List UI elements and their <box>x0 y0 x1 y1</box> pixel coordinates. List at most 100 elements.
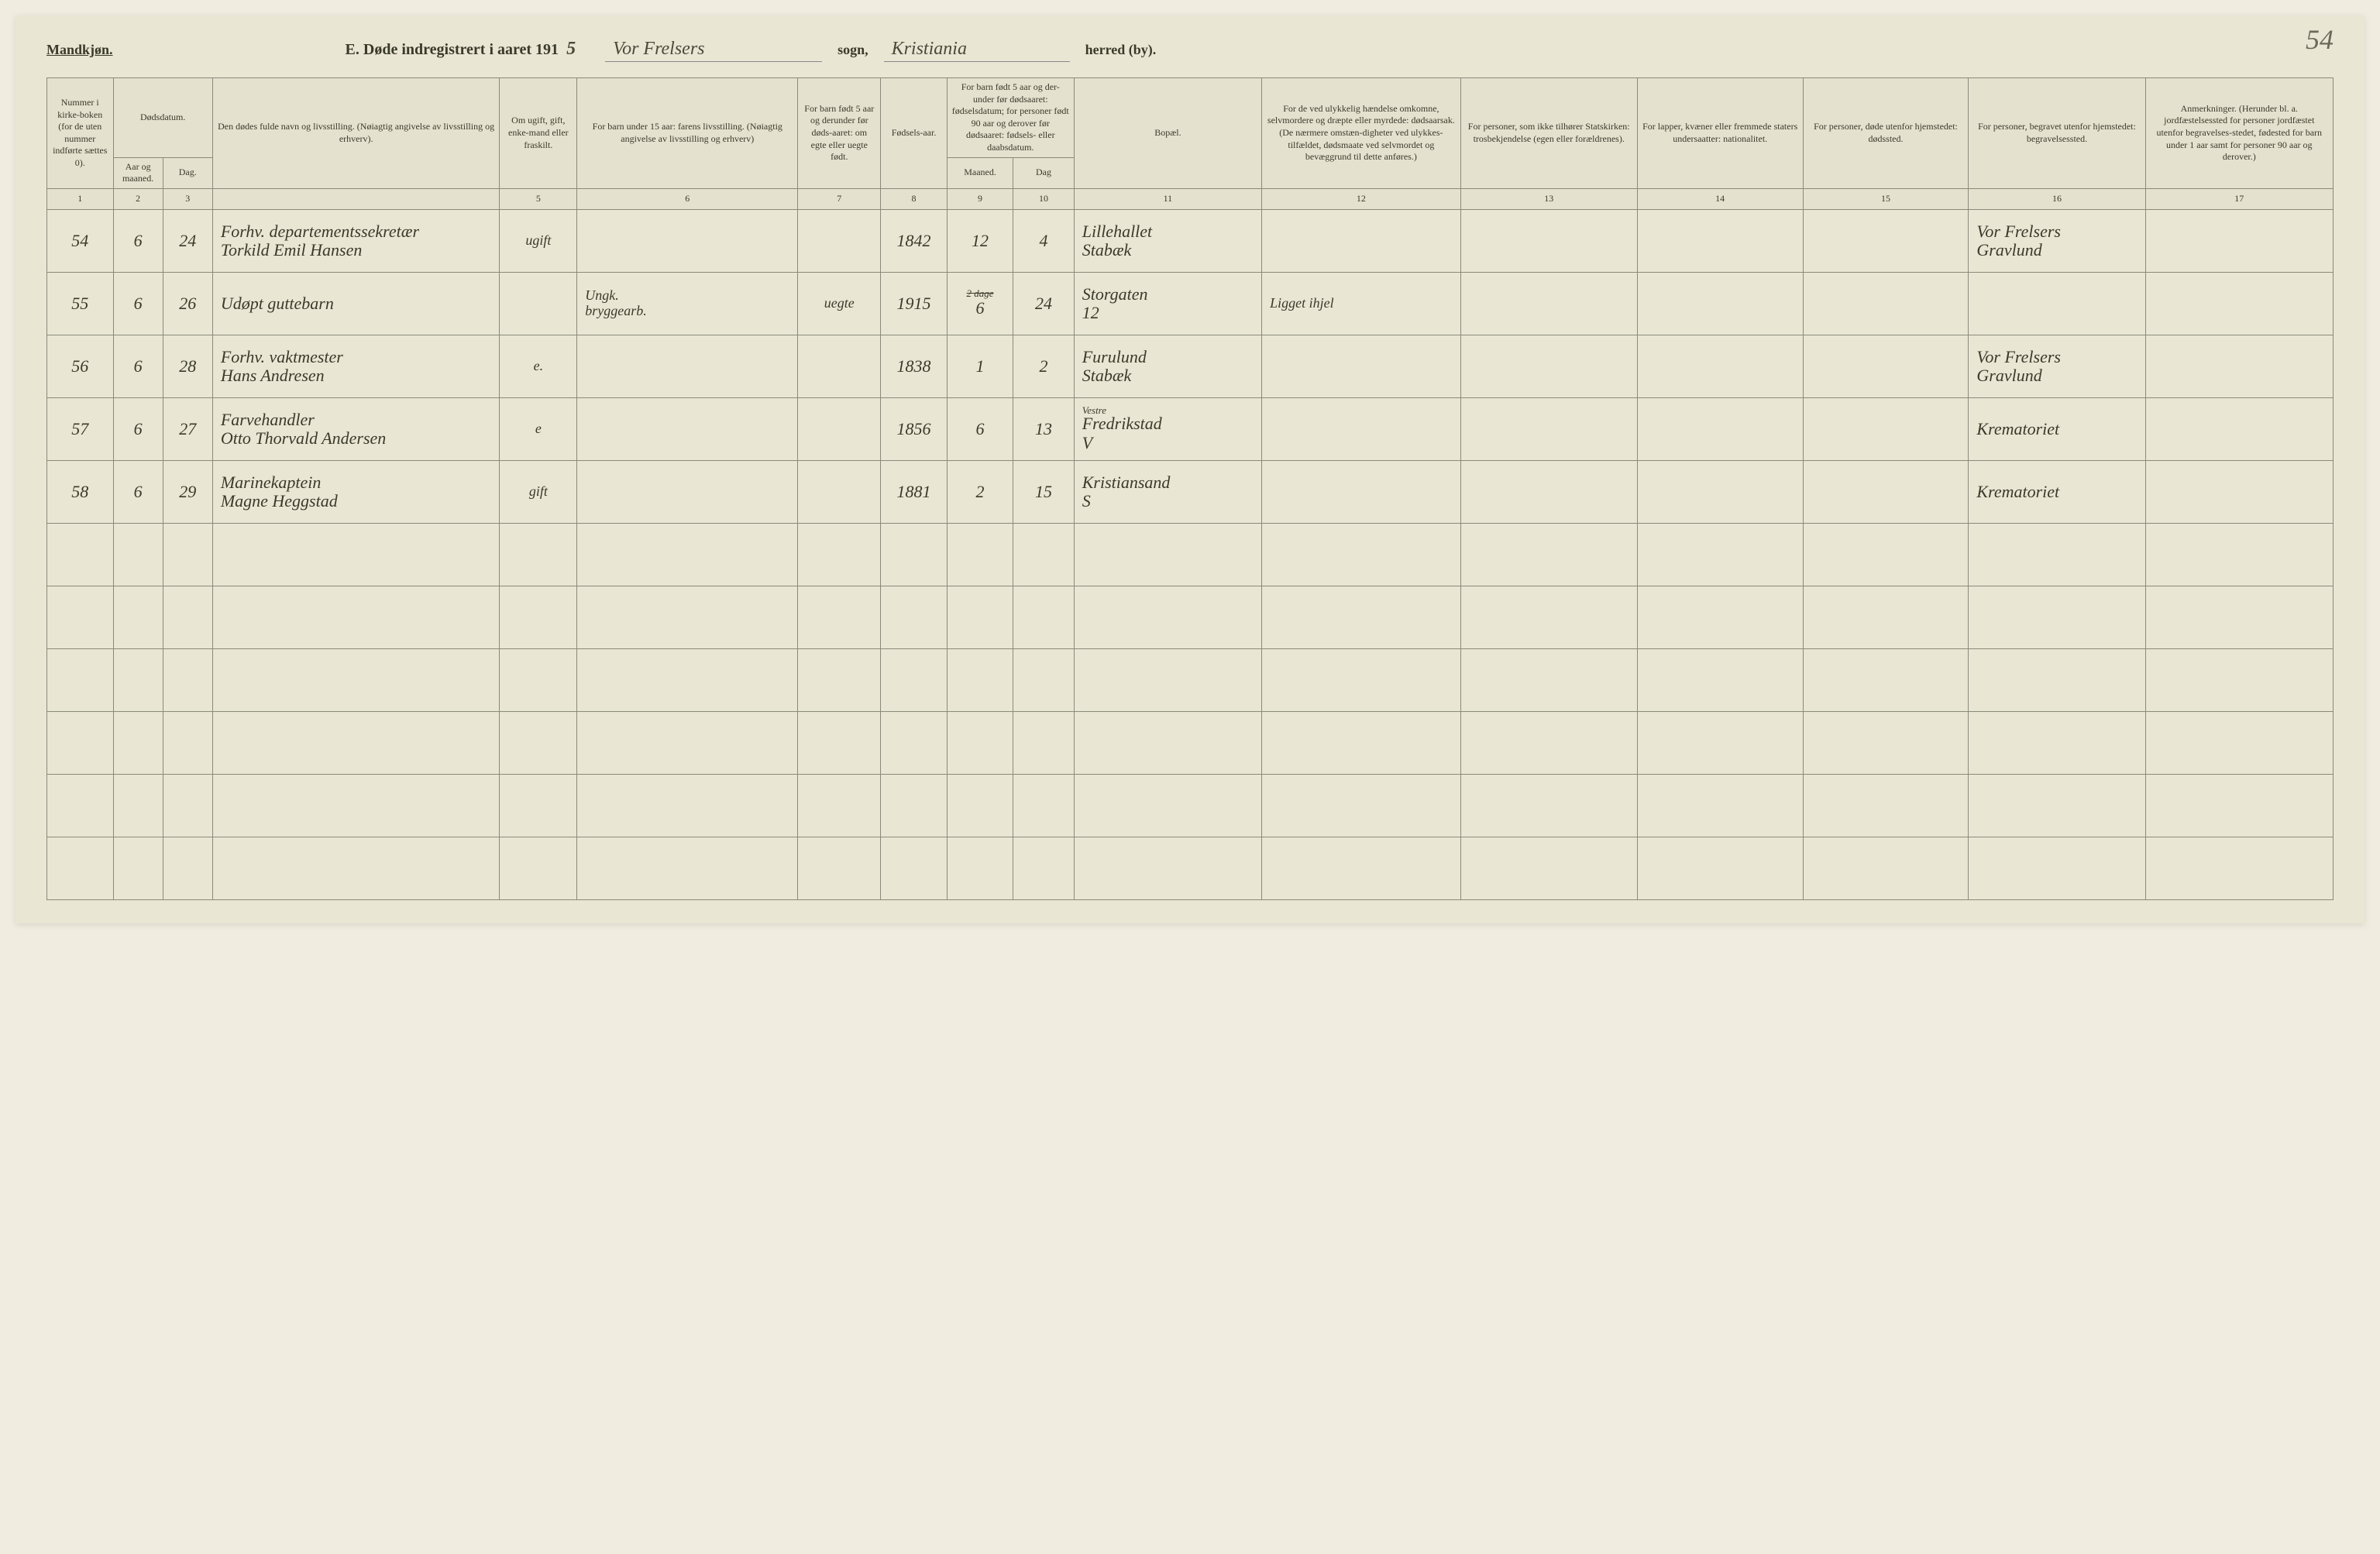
table-cell: Vor FrelsersGravlund <box>1969 209 2145 272</box>
table-cell <box>47 523 114 586</box>
table-cell <box>1262 648 1461 711</box>
table-body: 54624Forhv. departementssekretærTorkild … <box>47 209 2334 899</box>
col-header-16: For personer, begravet utenfor hjemstede… <box>1969 78 2145 189</box>
table-cell <box>113 648 163 711</box>
table-row: 56628Forhv. vaktmesterHans Andresene.183… <box>47 335 2334 397</box>
table-cell <box>1262 397 1461 460</box>
table-cell <box>1013 523 1074 586</box>
table-cell <box>212 711 500 774</box>
table-cell <box>947 774 1013 837</box>
table-cell: 2 <box>1013 335 1074 397</box>
table-cell <box>577 648 798 711</box>
table-cell: MarinekapteinMagne Heggstad <box>212 460 500 523</box>
table-cell: 4 <box>1013 209 1074 272</box>
table-cell <box>1262 774 1461 837</box>
table-cell <box>2145 837 2333 899</box>
table-cell <box>2145 774 2333 837</box>
herred-value: Kristiania <box>884 39 1070 62</box>
table-cell <box>1803 523 1969 586</box>
table-cell: 13 <box>1013 397 1074 460</box>
table-cell <box>1460 648 1637 711</box>
table-cell <box>1637 648 1803 711</box>
table-cell <box>881 837 948 899</box>
table-cell: 1 <box>947 335 1013 397</box>
col-number: 3 <box>163 188 212 209</box>
table-cell: 1915 <box>881 272 948 335</box>
table-cell <box>2145 460 2333 523</box>
table-cell <box>1013 837 1074 899</box>
table-cell <box>577 397 798 460</box>
col-number: 16 <box>1969 188 2145 209</box>
table-cell <box>1803 272 1969 335</box>
col-number: 9 <box>947 188 1013 209</box>
col-header-8: Fødsels-aar. <box>881 78 948 189</box>
table-cell: uegte <box>798 272 881 335</box>
table-cell: 58 <box>47 460 114 523</box>
col-number: 15 <box>1803 188 1969 209</box>
col-header-9: Maaned. <box>947 157 1013 188</box>
table-cell <box>1460 523 1637 586</box>
col-number: 11 <box>1074 188 1261 209</box>
col-header-2-group: Dødsdatum. <box>113 78 212 158</box>
table-cell <box>1637 711 1803 774</box>
col-header-14: For lapper, kvæner eller fremmede stater… <box>1637 78 1803 189</box>
table-cell: 1838 <box>881 335 948 397</box>
table-cell <box>47 837 114 899</box>
col-header-5: Om ugift, gift, enke-mand eller fraskilt… <box>500 78 577 189</box>
table-cell: 28 <box>163 335 212 397</box>
table-cell <box>1637 774 1803 837</box>
table-cell: Ligget ihjel <box>1262 272 1461 335</box>
table-cell <box>1969 837 2145 899</box>
table-cell: Krematoriet <box>1969 460 2145 523</box>
table-cell <box>212 586 500 648</box>
table-cell <box>881 648 948 711</box>
col-number: 13 <box>1460 188 1637 209</box>
table-row: 55626Udøpt guttebarnUngk.bryggearb.uegte… <box>47 272 2334 335</box>
table-cell <box>212 523 500 586</box>
table-cell <box>577 586 798 648</box>
table-row-empty <box>47 774 2334 837</box>
table-cell: Storgaten12 <box>1074 272 1261 335</box>
table-cell: 1856 <box>881 397 948 460</box>
col-header-3: Dag. <box>163 157 212 188</box>
table-cell <box>1803 586 1969 648</box>
table-cell: Udøpt guttebarn <box>212 272 500 335</box>
table-cell: 27 <box>163 397 212 460</box>
table-cell <box>1013 648 1074 711</box>
table-cell <box>1969 272 2145 335</box>
table-cell <box>1803 837 1969 899</box>
sogn-label: sogn, <box>837 42 868 58</box>
col-header-15: For personer, døde utenfor hjemstedet: d… <box>1803 78 1969 189</box>
table-cell <box>1074 774 1261 837</box>
table-cell <box>881 523 948 586</box>
table-cell <box>1262 523 1461 586</box>
table-cell: 2 <box>947 460 1013 523</box>
table-cell: VestreFredrikstadV <box>1074 397 1261 460</box>
col-header-12: For de ved ulykkelig hændelse omkomne, s… <box>1262 78 1461 189</box>
table-cell <box>47 711 114 774</box>
table-cell <box>113 774 163 837</box>
table-cell <box>1074 586 1261 648</box>
table-cell <box>1460 711 1637 774</box>
col-number: 10 <box>1013 188 1074 209</box>
col-header-2: Aar og maaned. <box>113 157 163 188</box>
table-cell <box>1803 648 1969 711</box>
table-cell: 6 <box>113 209 163 272</box>
table-cell: Vor FrelsersGravlund <box>1969 335 2145 397</box>
table-cell <box>500 774 577 837</box>
table-cell <box>1969 711 2145 774</box>
table-cell <box>163 648 212 711</box>
table-cell <box>1637 272 1803 335</box>
table-cell: 1881 <box>881 460 948 523</box>
header-line: Mandkjøn. E. Døde indregistrert i aaret … <box>46 39 2334 62</box>
table-cell: 55 <box>47 272 114 335</box>
table-cell <box>500 523 577 586</box>
table-row: 54624Forhv. departementssekretærTorkild … <box>47 209 2334 272</box>
col-number: 17 <box>2145 188 2333 209</box>
table-cell <box>1460 272 1637 335</box>
table-cell <box>2145 648 2333 711</box>
table-cell <box>577 774 798 837</box>
table-cell <box>47 774 114 837</box>
table-row-empty <box>47 837 2334 899</box>
table-cell <box>798 837 881 899</box>
